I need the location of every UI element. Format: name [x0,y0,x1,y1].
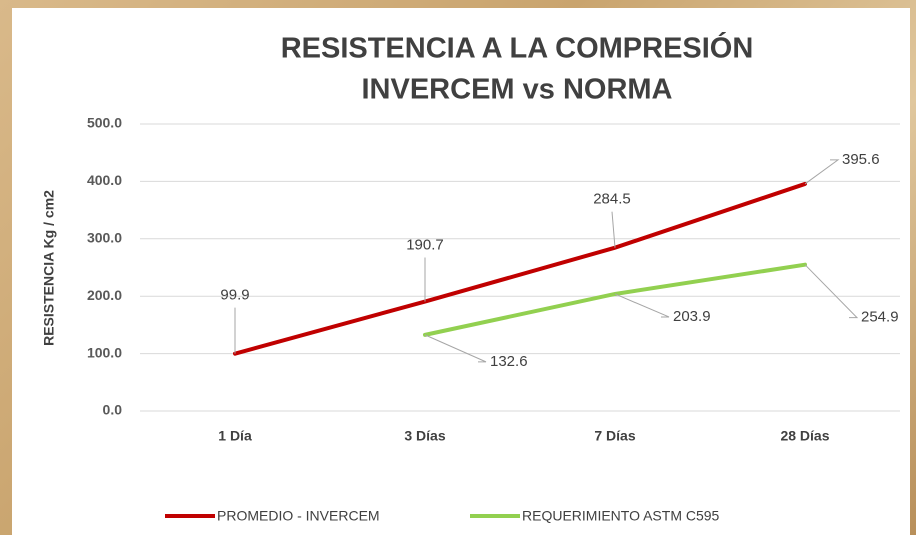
leader-line [424,334,487,363]
data-label: 99.9 [220,287,249,304]
y-tick-label: 500.0 [87,115,122,131]
leader-line [804,159,840,185]
y-tick-label: 400.0 [87,172,122,188]
legend-label: REQUERIMIENTO ASTM C595 [522,508,720,524]
y-tick-label: 300.0 [87,230,122,246]
y-axis-label: RESISTENCIA Kg / cm2 [41,190,57,346]
leader-line [611,211,616,248]
leader-line [614,293,670,318]
data-label: 203.9 [673,308,711,325]
data-label: 284.5 [593,191,631,208]
data-label: 254.9 [861,309,899,326]
x-tick-label: 1 Día [218,428,252,444]
data-label: 190.7 [406,237,444,254]
legend-label: PROMEDIO - INVERCEM [217,508,380,524]
series-line [423,262,807,337]
y-tick-label: 200.0 [87,287,122,303]
x-tick-label: 28 Días [780,428,829,444]
series-line [233,181,807,356]
data-label: 395.6 [842,151,880,168]
y-tick-label: 0.0 [103,402,123,418]
data-label: 132.6 [490,353,528,370]
x-tick-label: 7 Días [594,428,635,444]
chart-title: RESISTENCIA A LA COMPRESIÓN [281,31,754,65]
chart-title: INVERCEM vs NORMA [362,74,673,106]
y-tick-label: 100.0 [87,344,122,360]
leader-line [804,264,859,319]
x-tick-label: 3 Días [404,428,445,444]
